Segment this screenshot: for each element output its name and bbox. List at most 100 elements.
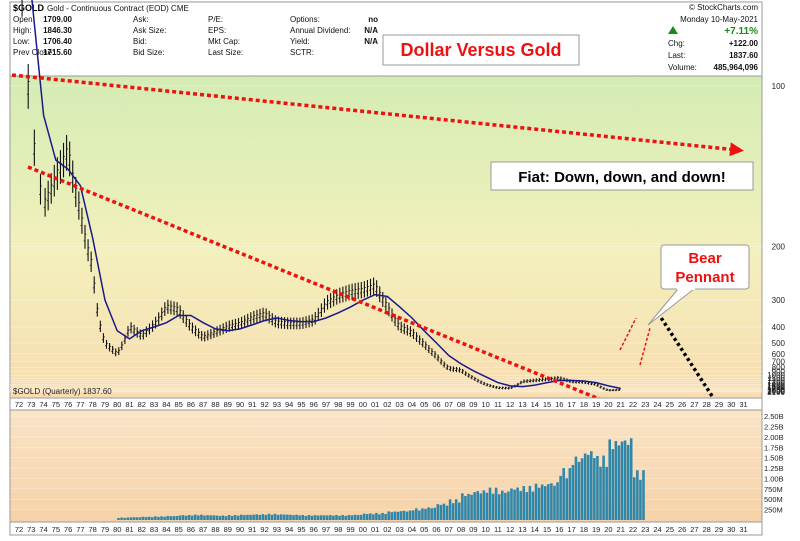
pennant-box xyxy=(660,244,750,290)
y-tick-label: 800 xyxy=(772,363,786,372)
x-tick-label: 12 xyxy=(506,525,514,534)
volume-bar xyxy=(415,508,418,520)
volume-bar xyxy=(458,502,461,520)
volume-bar xyxy=(433,507,437,520)
volume-bar xyxy=(147,516,151,520)
x-tick-label: 16 xyxy=(555,525,563,534)
volume-bar xyxy=(488,487,492,520)
x-tick-label: 80 xyxy=(113,400,121,409)
chart-title: Dollar Versus Gold xyxy=(400,40,561,60)
x-tick-label: 17 xyxy=(567,400,575,409)
x-tick-label: 07 xyxy=(445,525,453,534)
volume-bar xyxy=(513,489,516,520)
watermark-label: © StockCharts.com xyxy=(689,3,758,12)
x-tick-label: 29 xyxy=(715,525,723,534)
volume-bar xyxy=(550,483,553,520)
volume-bar xyxy=(264,514,268,520)
volume-bar xyxy=(596,456,599,520)
volume-bar xyxy=(448,499,452,520)
volume-bar xyxy=(614,441,618,520)
x-tick-label: 88 xyxy=(211,525,219,534)
volume-bar xyxy=(181,515,185,520)
volume-bar xyxy=(451,503,455,520)
volume-bar xyxy=(623,440,627,520)
volume-bar xyxy=(252,514,255,520)
x-tick-label: 79 xyxy=(101,400,109,409)
field-label: Mkt Cap: xyxy=(208,37,240,46)
volume-bar xyxy=(473,492,476,520)
x-tick-label: 01 xyxy=(371,400,379,409)
volume-bar xyxy=(316,515,320,520)
y-tick-label: 1200 xyxy=(767,377,785,386)
volume-bar xyxy=(368,513,372,520)
x-tick-label: 11 xyxy=(494,400,502,409)
field-label: High: xyxy=(13,26,32,35)
volume-bar xyxy=(482,490,486,520)
volume-bar xyxy=(221,515,225,520)
x-tick-label: 24 xyxy=(653,400,661,409)
volume-bar xyxy=(255,514,258,520)
x-tick-label: 72 xyxy=(15,525,23,534)
x-tick-label: 22 xyxy=(629,400,637,409)
x-tick-label: 82 xyxy=(138,525,146,534)
volume-bar xyxy=(390,512,394,520)
y-tick-label: 600 xyxy=(772,350,786,359)
volume-bar xyxy=(154,516,157,520)
x-tick-label: 75 xyxy=(52,525,60,534)
volume-bar xyxy=(491,493,495,520)
volume-bar xyxy=(399,511,403,520)
x-tick-label: 85 xyxy=(174,525,182,534)
year-axis-bottom: 72 73 74 75 76 77 78 79 80 81 82 83 84 85 86 87 88 89 90 91… xyxy=(15,525,748,534)
volume-bar xyxy=(292,515,295,520)
volume-bar xyxy=(531,491,535,520)
volume-bar xyxy=(193,514,197,520)
up-triangle-icon xyxy=(668,26,678,34)
y-tick-label: 100 xyxy=(772,82,786,91)
x-tick-label: 90 xyxy=(236,400,244,409)
volume-bar xyxy=(636,470,639,520)
volume-tick-label: 500M xyxy=(764,495,783,504)
x-tick-label: 27 xyxy=(690,525,698,534)
volume-bar xyxy=(537,487,541,520)
x-tick-label: 12 xyxy=(506,400,514,409)
field-label: Bid: xyxy=(133,37,147,46)
volume-bar xyxy=(617,445,621,520)
y-tick-label: 1800 xyxy=(767,385,785,394)
volume-bar xyxy=(507,491,510,520)
volume-bar xyxy=(319,515,323,520)
volume-bar xyxy=(365,514,369,520)
series-legend: $GOLD (Quarterly) 1837.60 xyxy=(13,387,112,396)
volume-bar xyxy=(215,515,219,520)
field-value: N/A xyxy=(364,37,378,46)
x-tick-label: 13 xyxy=(518,400,526,409)
volume-bar xyxy=(350,515,354,520)
volume-bar xyxy=(286,514,289,520)
volume-bar xyxy=(580,458,584,520)
volume-bar xyxy=(126,517,130,520)
volume-bar xyxy=(418,510,421,520)
x-tick-label: 04 xyxy=(408,525,416,534)
volume-bar xyxy=(556,482,559,520)
volume-bar xyxy=(534,483,538,520)
volume-bar xyxy=(283,514,286,520)
field-value: 1706.40 xyxy=(43,37,72,46)
x-tick-label: 81 xyxy=(125,525,133,534)
volume-bar xyxy=(123,517,126,520)
volume-bar xyxy=(301,515,305,520)
volume-bar xyxy=(276,514,280,520)
y-tick-label: 300 xyxy=(772,296,786,305)
x-tick-label: 99 xyxy=(346,400,354,409)
x-tick-label: 23 xyxy=(641,400,649,409)
x-tick-label: 90 xyxy=(236,525,244,534)
x-tick-label: 91 xyxy=(248,400,256,409)
change-label: Chg: xyxy=(668,39,685,48)
change-pct: +7.11% xyxy=(724,26,758,37)
volume-bar xyxy=(577,461,581,520)
volume-bar xyxy=(396,511,400,520)
x-tick-label: 73 xyxy=(27,400,35,409)
x-tick-label: 89 xyxy=(224,400,232,409)
x-tick-label: 19 xyxy=(592,525,600,534)
pennant-callout-join xyxy=(677,287,695,290)
x-tick-label: 17 xyxy=(567,525,575,534)
